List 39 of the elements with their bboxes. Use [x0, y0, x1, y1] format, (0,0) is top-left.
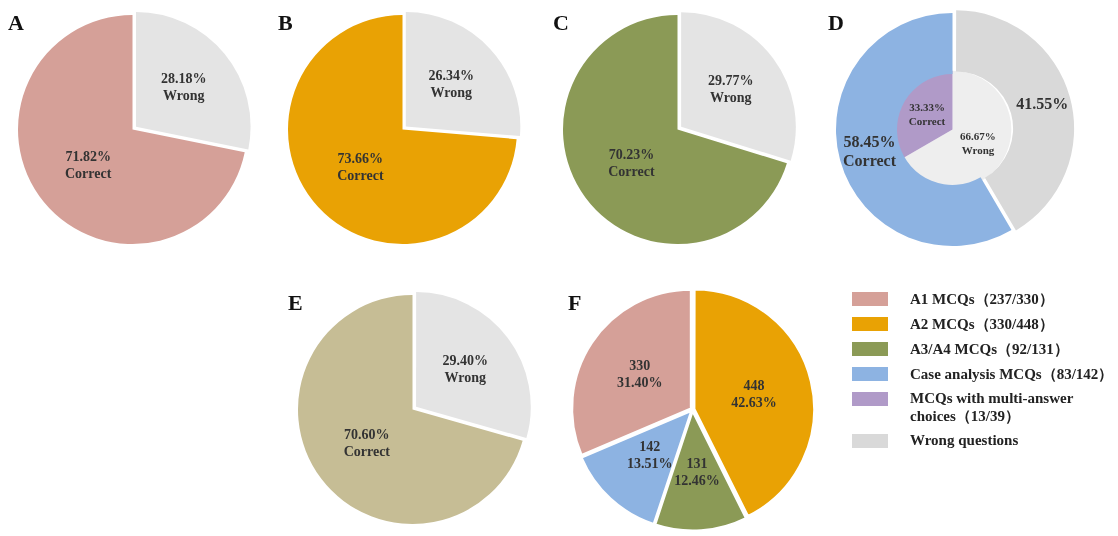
- slice-label: Correct: [337, 168, 384, 184]
- data-label: 448 42.63%: [731, 378, 777, 411]
- chart-title: F: [568, 290, 582, 316]
- chart-title: E: [288, 290, 303, 316]
- data-label: 33.33%: [909, 100, 945, 113]
- chart-title: B: [278, 10, 293, 36]
- data-label: 142 13.51%: [626, 439, 673, 472]
- slice-label: Wrong: [961, 144, 995, 157]
- slice-label: Correct: [343, 444, 391, 460]
- chart-title: D: [828, 10, 844, 36]
- data-label: 66.67%: [960, 130, 996, 143]
- slice-label: Wrong: [163, 87, 205, 103]
- data-label: 26.34%: [428, 67, 475, 83]
- data-label: 70.23%: [608, 146, 655, 162]
- data-label: 131 12.46%: [674, 455, 720, 488]
- data-label: 58.45%: [843, 132, 896, 150]
- data-label: 70.60%: [344, 427, 390, 443]
- slice-label: Wrong: [444, 369, 487, 385]
- data-label: 71.82%: [65, 148, 111, 164]
- chart-title: A: [8, 10, 24, 36]
- slice-label: Correct: [843, 151, 897, 169]
- slice-label: Correct: [64, 165, 112, 181]
- slice-label: Correct: [608, 163, 655, 179]
- text: A2 MCQs（330/448）: [910, 315, 1054, 334]
- text: Wrong questions: [910, 432, 1019, 449]
- slice-label: Correct: [908, 114, 946, 127]
- text: A1 MCQs（237/330）: [910, 290, 1054, 309]
- text: A3/A4 MCQs（92/131）: [910, 340, 1069, 359]
- data-label: 73.66%: [337, 151, 384, 167]
- text: MCQs with multi-answer choices（13/39）: [910, 390, 1075, 426]
- chart-title: C: [553, 10, 569, 36]
- data-label: 330 31.40%: [617, 357, 663, 390]
- slice-label: Wrong: [710, 90, 752, 106]
- text: 41.55%: [1016, 95, 1069, 113]
- data-label: 28.18%: [161, 70, 207, 86]
- text: Case analysis MCQs（83/142）: [910, 365, 1114, 384]
- slice-label: Wrong: [430, 84, 473, 100]
- data-label: 29.77%: [708, 73, 754, 89]
- data-label: 29.40%: [442, 352, 489, 368]
